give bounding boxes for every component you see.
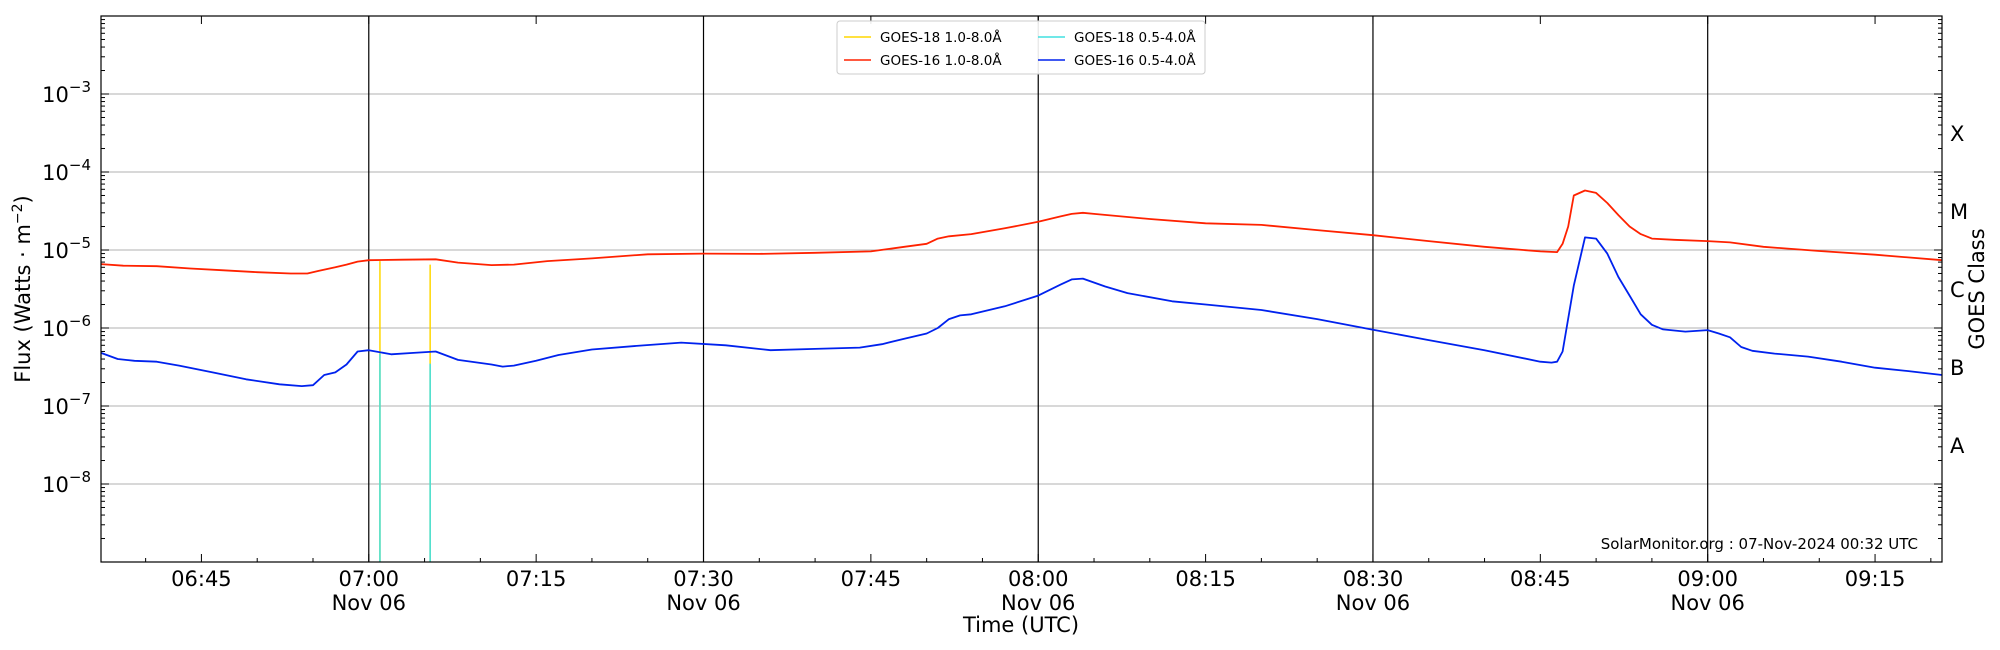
y-tick-label: 10−6 [42,312,91,341]
series-layer [100,189,1943,562]
y-axis-title-close: ) [11,195,35,203]
y-tick-label: 10−5 [42,234,91,263]
legend-label-goes18-short: GOES-18 0.5-4.0Å [1074,29,1196,46]
y-tick-base: 10 [42,395,69,419]
y-tick-base: 10 [42,317,69,341]
y-tick-base: 10 [42,239,69,263]
y-tick-base: 10 [42,83,69,107]
y-tick-exponent: −5 [69,234,91,252]
legend-label-goes16-long: GOES-16 1.0-8.0Å [880,52,1002,69]
y-tick-label: 10−4 [42,156,91,185]
goes-class-label: X [1950,122,1964,146]
x-tick-label: 06:45 [171,567,232,591]
x-tick-label: 08:45 [1510,567,1571,591]
x-tick-label: 09:15 [1845,567,1906,591]
y-axis-title: Flux (Watts · m−2) [10,195,35,383]
y-tick-label: 10−7 [42,390,91,419]
vertical-day-lines [368,16,1709,562]
x-tick-date-label: Nov 06 [1001,591,1075,615]
legend-box [836,20,1206,75]
y-tick-exponent: −6 [69,312,91,330]
x-tick-label: 07:45 [841,567,902,591]
x-tick-label: 09:00 [1677,567,1738,591]
x-tick-date-label: Nov 06 [1336,591,1410,615]
y-tick-exponent: −4 [69,156,91,174]
series-line [100,189,1943,275]
x-tick-label: 07:00 [339,567,400,591]
x-tick-label: 08:00 [1008,567,1069,591]
x-tick-date-label: Nov 06 [666,591,740,615]
legend-label-goes16-short: GOES-16 0.5-4.0Å [1074,52,1196,69]
y-tick-exponent: −3 [69,78,91,96]
credit-text: SolarMonitor.org : 07-Nov-2024 00:32 UTC [1601,535,1918,553]
series-line [100,236,1943,388]
x-tick-label: 07:30 [673,567,734,591]
x-tick-date-label: Nov 06 [1670,591,1744,615]
legend: GOES-18 1.0-8.0Å GOES-18 0.5-4.0Å GOES-1… [836,20,1206,75]
goes-class-label: C [1950,278,1965,302]
tick-layer [101,16,1942,563]
grid-layer [101,93,1942,485]
y-tick-exponent: −8 [69,468,91,486]
x-axis-title: Time (UTC) [962,613,1079,637]
x-tick-label: 07:15 [506,567,567,591]
y-tick-exponent: −7 [69,390,91,408]
y-tick-base: 10 [42,473,69,497]
y-tick-label: 10−3 [42,78,91,107]
goes-class-label: M [1950,200,1968,224]
goes-class-label: A [1950,434,1965,458]
x-tick-date-label: Nov 06 [332,591,406,615]
legend-label-goes18-long: GOES-18 1.0-8.0Å [880,29,1002,46]
plot-frame [100,15,1943,563]
y-axis-title-exponent: −2 [10,203,26,224]
right-axis-title: GOES Class [1965,228,1989,349]
y-axis-title-text: Flux (Watts · m [11,224,35,383]
x-tick-label: 08:15 [1175,567,1236,591]
y-tick-base: 10 [42,161,69,185]
x-tick-label: 08:30 [1343,567,1404,591]
goes-class-label: B [1950,356,1964,380]
y-tick-label: 10−8 [42,468,91,497]
